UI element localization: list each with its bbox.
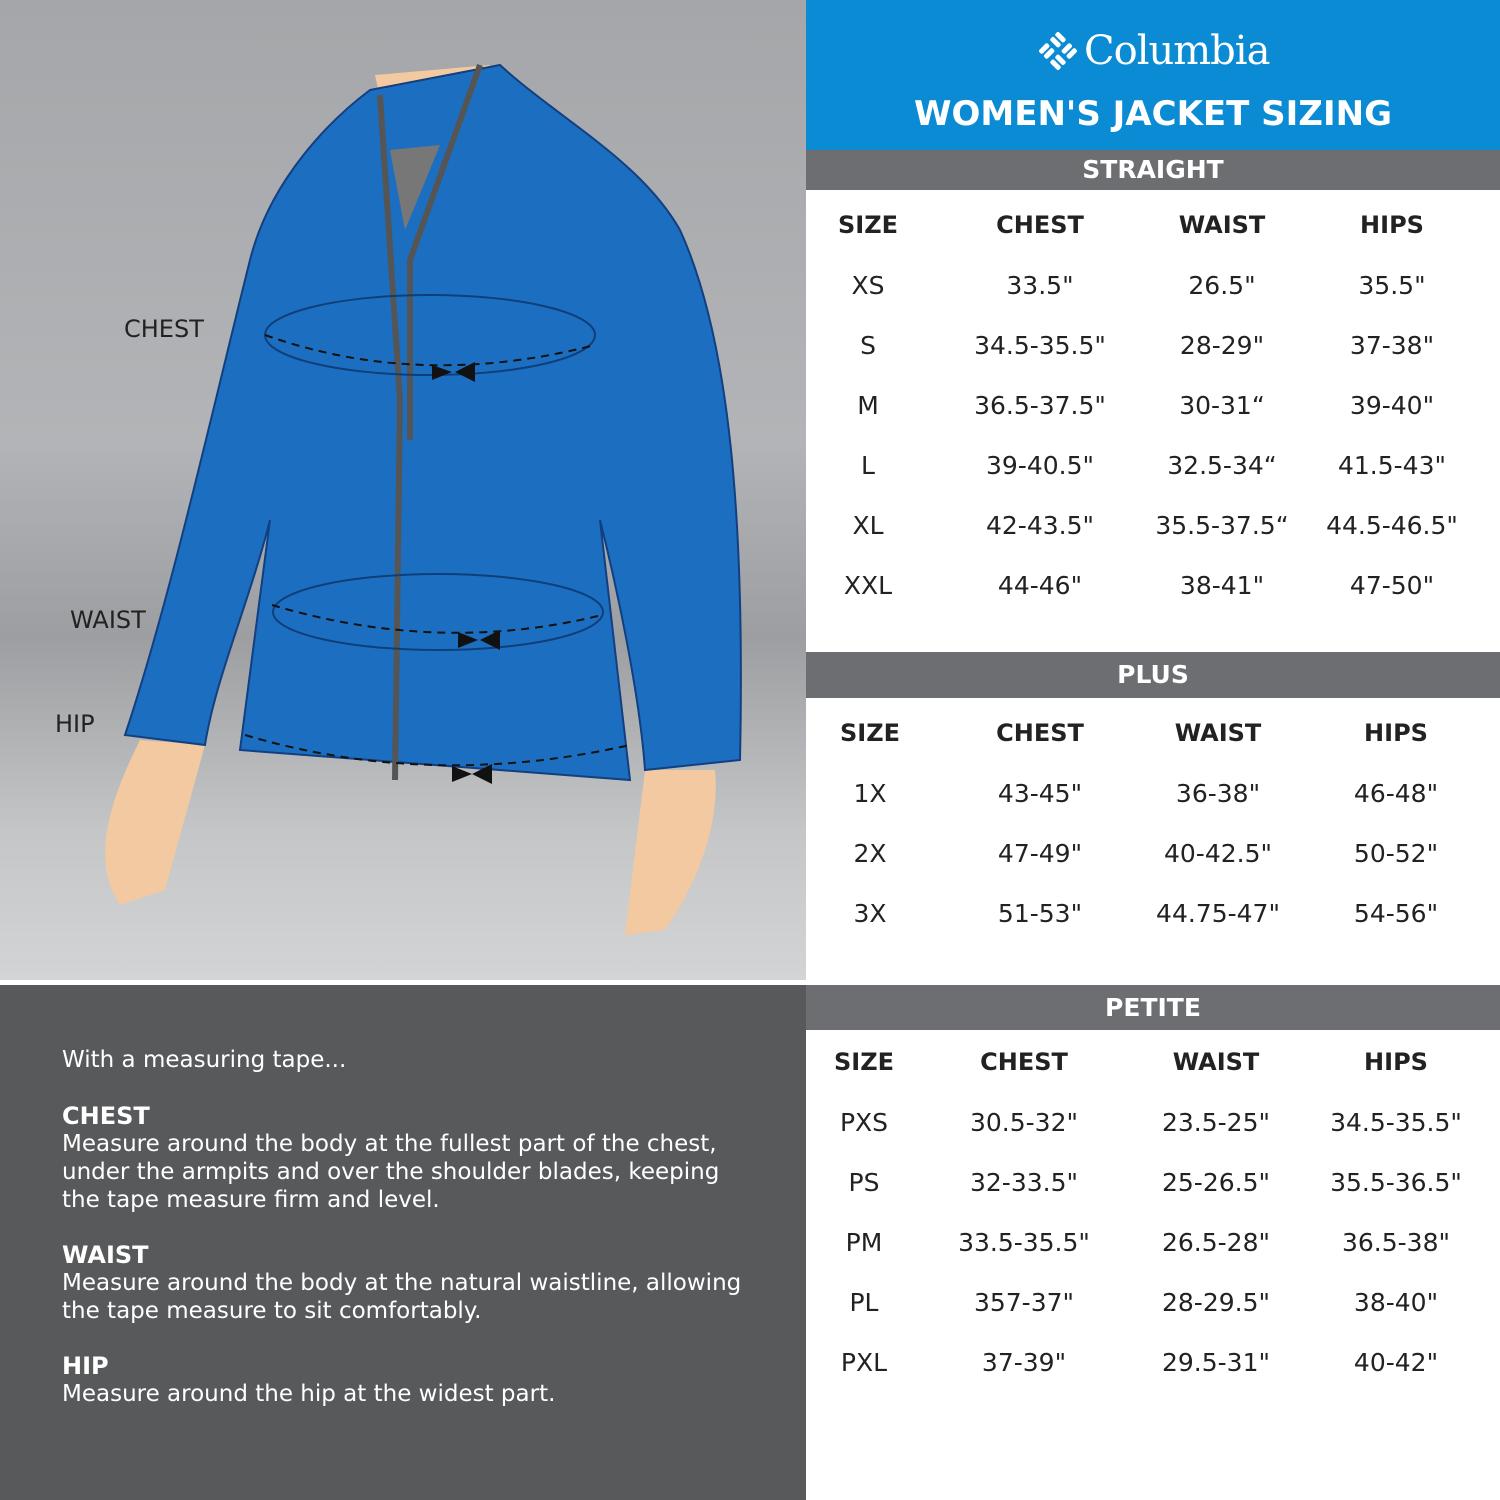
chest-heading: CHEST [62, 1102, 150, 1130]
column-header: WAIST [1172, 1048, 1260, 1076]
table-cell: 29.5-31" [1162, 1348, 1270, 1377]
table-cell: 23.5-25" [1162, 1108, 1270, 1137]
brand-logo: Columbia [1036, 28, 1270, 74]
chest-label: CHEST [124, 315, 204, 343]
column-header: CHEST [996, 719, 1084, 747]
table-cell: 32.5-34“ [1167, 451, 1277, 480]
table-cell: 26.5-28" [1162, 1228, 1270, 1257]
table-cell: 35.5-36.5" [1330, 1168, 1462, 1197]
column-header: SIZE [833, 1048, 894, 1076]
column-header: WAIST [1178, 211, 1266, 239]
table-cell: 39-40" [1349, 391, 1435, 420]
brand-name: Columbia [1084, 28, 1270, 74]
plus-section-header: PLUS [806, 652, 1500, 698]
table-cell: 50-52" [1353, 839, 1439, 868]
table-cell: 30-31“ [1179, 391, 1265, 420]
table-cell: XL [852, 511, 884, 540]
table-cell: 44-46" [997, 571, 1083, 600]
header: Columbia WOMEN'S JACKET SIZING [806, 0, 1500, 150]
table-cell: 1X [853, 779, 887, 808]
column-header: WAIST [1174, 719, 1262, 747]
columbia-diamond-icon [1039, 32, 1077, 70]
table-cell: 42-43.5" [986, 511, 1094, 540]
column-header: CHEST [980, 1048, 1068, 1076]
table-cell: 34.5-35.5" [974, 331, 1106, 360]
table-cell: 32-33.5" [970, 1168, 1078, 1197]
waist-instructions: Measure around the body at the natural w… [62, 1270, 742, 1324]
table-cell: 36-38" [1175, 779, 1261, 808]
table-cell: S [860, 331, 876, 360]
intro-text: With a measuring tape... [62, 1047, 347, 1073]
table-cell: 28-29.5" [1162, 1288, 1270, 1317]
table-cell: 35.5-37.5“ [1155, 511, 1289, 540]
table-cell: 47-49" [997, 839, 1083, 868]
column-header: HIPS [1364, 1048, 1428, 1076]
table-cell: 44.5-46.5" [1326, 511, 1458, 540]
table-cell: 33.5" [1006, 271, 1074, 300]
table-cell: PL [849, 1288, 879, 1317]
hip-instructions: Measure around the hip at the widest par… [62, 1381, 556, 1407]
table-cell: XXL [843, 571, 893, 600]
page-title: WOMEN'S JACKET SIZING [914, 94, 1392, 134]
measuring-instructions: With a measuring tape... CHEST Measure a… [0, 985, 806, 1500]
hip-heading: HIP [62, 1352, 109, 1380]
straight-section-header: STRAIGHT [806, 150, 1500, 190]
table-cell: 3X [853, 899, 887, 928]
column-header: CHEST [996, 211, 1084, 239]
table-cell: 35.5" [1358, 271, 1426, 300]
chest-instructions: Measure around the body at the fullest p… [62, 1131, 720, 1213]
table-cell: 37-38" [1349, 331, 1435, 360]
hip-label: HIP [55, 710, 95, 738]
table-cell: 54-56" [1353, 899, 1439, 928]
table-cell: PXS [839, 1108, 889, 1137]
table-cell: 40-42" [1353, 1348, 1439, 1377]
table-cell: 40-42.5" [1164, 839, 1272, 868]
table-cell: 28-29" [1179, 331, 1265, 360]
table-cell: 38-40" [1353, 1288, 1439, 1317]
table-cell: PXL [840, 1348, 888, 1377]
table-cell: XS [851, 271, 885, 300]
column-header: HIPS [1364, 719, 1428, 747]
column-header: SIZE [837, 211, 898, 239]
table-cell: 37-39" [981, 1348, 1067, 1377]
table-cell: 39-40.5" [986, 451, 1094, 480]
table-cell: 357-37" [973, 1288, 1075, 1317]
column-header: HIPS [1360, 211, 1424, 239]
waist-heading: WAIST [62, 1241, 149, 1269]
table-cell: 25-26.5" [1162, 1168, 1270, 1197]
table-cell: 2X [853, 839, 887, 868]
table-cell: 34.5-35.5" [1330, 1108, 1462, 1137]
table-cell: 41.5-43" [1338, 451, 1446, 480]
table-cell: 43-45" [997, 779, 1083, 808]
table-cell: 26.5" [1188, 271, 1256, 300]
table-cell: 30.5-32" [970, 1108, 1078, 1137]
jacket-illustration: CHEST WAIST HIP [0, 0, 806, 980]
jacket-drawing [105, 63, 742, 935]
waist-label: WAIST [70, 606, 146, 634]
table-cell: 46-48" [1353, 779, 1439, 808]
table-cell: 36.5-38" [1342, 1228, 1450, 1257]
petite-section-header: PETITE [806, 985, 1500, 1030]
table-cell: 38-41" [1179, 571, 1265, 600]
table-cell: 47-50" [1349, 571, 1435, 600]
table-cell: 44.75-47" [1156, 899, 1280, 928]
table-cell: PS [848, 1168, 880, 1197]
table-cell: 51-53" [997, 899, 1083, 928]
table-cell: 36.5-37.5" [974, 391, 1106, 420]
table-cell: 33.5-35.5" [958, 1228, 1090, 1257]
table-cell: PM [845, 1228, 883, 1257]
table-cell: M [857, 391, 879, 420]
column-header: SIZE [839, 719, 900, 747]
table-cell: L [861, 451, 875, 480]
size-chart-panel: Columbia WOMEN'S JACKET SIZING STRAIGHT S… [806, 0, 1500, 1500]
